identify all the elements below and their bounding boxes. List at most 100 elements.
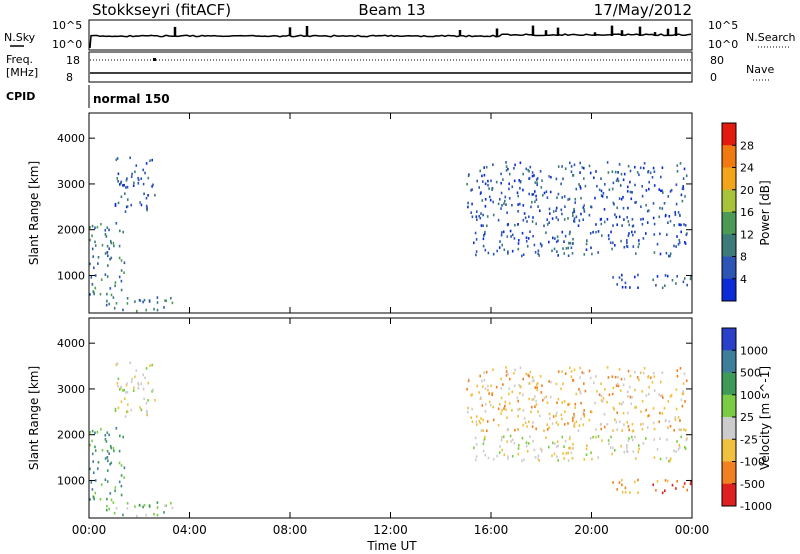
- power-cell: [170, 296, 172, 300]
- power-cell: [603, 208, 606, 211]
- velocity-cell: [592, 435, 594, 439]
- velocity-cell: [491, 392, 494, 395]
- velocity-cell: [638, 444, 640, 447]
- power-cell: [124, 210, 127, 213]
- nave-tick-bottom: 0: [710, 71, 717, 84]
- power-cell: [555, 216, 558, 219]
- velocity-cell: [528, 397, 530, 401]
- velocity-cell: [567, 459, 570, 462]
- velocity-cell: [139, 504, 142, 507]
- power-cell: [126, 297, 129, 300]
- power-cell: [682, 177, 685, 180]
- power-cell: [659, 206, 661, 210]
- power-cell: [577, 224, 580, 227]
- power-cell: [487, 183, 489, 187]
- velocity-cell: [466, 387, 468, 391]
- x-axis-label: Time UT: [366, 539, 417, 553]
- power-cell: [555, 206, 558, 210]
- power-cell: [588, 213, 591, 217]
- power-cell: [623, 245, 626, 249]
- power-cell: [689, 277, 692, 281]
- velocity-cell: [500, 386, 502, 390]
- velocity-cell: [140, 408, 143, 412]
- power-cell: [117, 180, 119, 183]
- velocity-cell: [563, 445, 565, 448]
- velocity-cell: [508, 377, 511, 381]
- velocity-cell: [147, 381, 150, 385]
- power-cell: [679, 214, 681, 217]
- velocity-cell: [125, 391, 127, 394]
- power-cell: [627, 164, 630, 168]
- velocity-cell: [593, 381, 595, 385]
- power-cell: [615, 215, 618, 219]
- power-cell: [508, 197, 511, 200]
- velocity-cell: [622, 400, 624, 404]
- power-cell: [94, 244, 97, 247]
- power-cell: [627, 206, 629, 210]
- power-cell: [518, 239, 520, 242]
- nave-label: Nave: [746, 63, 774, 76]
- velocity-cell: [564, 410, 566, 413]
- power-cell: [647, 170, 649, 174]
- power-cell: [635, 200, 637, 204]
- velocity-cell: [676, 440, 678, 443]
- velocity-cell: [621, 429, 623, 432]
- velocity-cell: [608, 442, 610, 446]
- velocity-cell: [612, 386, 615, 390]
- power-cell: [674, 211, 676, 214]
- power-cell: [635, 252, 637, 255]
- velocity-cell: [582, 423, 584, 426]
- velocity-cell: [482, 442, 485, 446]
- power-cell: [573, 217, 576, 220]
- power-cell: [660, 189, 662, 193]
- velocity-cell: [594, 401, 596, 405]
- power-cell: [556, 250, 558, 253]
- power-cell: [127, 198, 129, 201]
- velocity-cell: [132, 389, 135, 392]
- x-tick-label: 00:00: [675, 523, 710, 537]
- power-cell: [148, 299, 151, 302]
- velocity-cell: [661, 394, 663, 398]
- velocity-cell: [678, 446, 681, 449]
- power-cell: [537, 252, 539, 256]
- power-cell: [556, 235, 559, 238]
- velocity-cell: [621, 483, 623, 487]
- power-cell: [530, 205, 532, 209]
- power-cell: [94, 286, 97, 290]
- velocity-cell: [133, 386, 135, 390]
- power-cell: [683, 223, 685, 226]
- velocity-cell: [588, 369, 591, 373]
- velocity-cell: [145, 409, 148, 413]
- velocity-cell: [561, 401, 563, 404]
- velocity-cell: [648, 392, 650, 396]
- velocity-cell: [629, 395, 632, 399]
- velocity-cell: [578, 424, 581, 427]
- velocity-cell: [583, 371, 585, 375]
- velocity-cell: [589, 376, 592, 380]
- power-cell: [125, 186, 127, 189]
- velocity-cell: [484, 453, 487, 457]
- power-cell: [106, 251, 109, 254]
- velocity-cell: [573, 368, 576, 372]
- power-cell: [557, 254, 559, 257]
- power-cell: [662, 191, 664, 194]
- colorbar-swatch: [722, 123, 736, 146]
- colorbar-swatch: [722, 350, 736, 373]
- velocity-cell: [524, 421, 527, 425]
- colorbar-tick-label: -25: [740, 433, 758, 446]
- power-cell: [612, 224, 614, 227]
- power-cell: [639, 166, 642, 170]
- power-cell: [626, 216, 628, 219]
- power-cell: [669, 254, 671, 258]
- velocity-cell: [110, 461, 113, 465]
- velocity-cell: [480, 417, 482, 420]
- y-tick-label: 4000: [57, 337, 85, 350]
- x-axis: 00:00 04:00 08:00 12:00 16:00 20:00 00:00: [72, 523, 710, 537]
- velocity-cell: [165, 504, 167, 508]
- power-cell: [137, 176, 139, 180]
- velocity-cell: [126, 502, 129, 505]
- velocity-cell: [126, 410, 129, 413]
- power-cell: [652, 278, 654, 282]
- velocity-cell: [690, 480, 692, 483]
- velocity-cell: [683, 372, 686, 376]
